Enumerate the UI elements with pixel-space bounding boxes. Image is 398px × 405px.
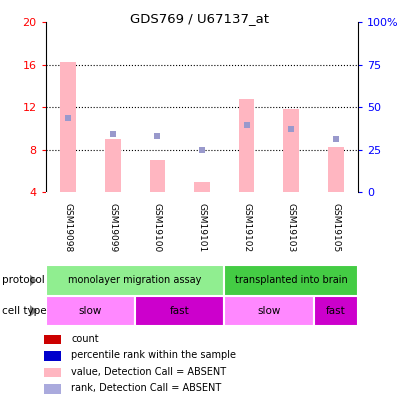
Text: cell type: cell type <box>2 306 47 316</box>
Text: fast: fast <box>326 306 346 316</box>
Bar <box>135 296 224 326</box>
Text: GSM19100: GSM19100 <box>153 203 162 253</box>
Bar <box>283 109 299 192</box>
Bar <box>45 384 61 394</box>
Text: GSM19103: GSM19103 <box>287 203 296 253</box>
Text: GDS769 / U67137_at: GDS769 / U67137_at <box>129 12 269 25</box>
Bar <box>328 147 344 192</box>
Text: count: count <box>71 334 99 344</box>
Text: protocol: protocol <box>2 275 45 286</box>
Text: transplanted into brain: transplanted into brain <box>235 275 347 286</box>
Bar <box>46 265 224 296</box>
Text: value, Detection Call = ABSENT: value, Detection Call = ABSENT <box>71 367 226 377</box>
Text: GSM19102: GSM19102 <box>242 203 251 252</box>
Bar <box>224 265 358 296</box>
Bar <box>314 296 358 326</box>
Polygon shape <box>30 275 37 286</box>
Text: percentile rank within the sample: percentile rank within the sample <box>71 350 236 360</box>
Text: GSM19098: GSM19098 <box>64 203 72 253</box>
Bar <box>194 182 210 192</box>
Bar <box>45 368 61 377</box>
Bar <box>45 351 61 361</box>
Bar <box>45 335 61 344</box>
Text: rank, Detection Call = ABSENT: rank, Detection Call = ABSENT <box>71 384 221 393</box>
Polygon shape <box>30 305 37 317</box>
Bar <box>239 99 254 192</box>
Bar <box>60 62 76 192</box>
Text: GSM19101: GSM19101 <box>197 203 207 253</box>
Bar <box>224 296 314 326</box>
Text: monolayer migration assay: monolayer migration assay <box>68 275 202 286</box>
Text: GSM19099: GSM19099 <box>108 203 117 253</box>
Text: fast: fast <box>170 306 189 316</box>
Bar <box>105 139 121 192</box>
Bar <box>150 160 165 192</box>
Text: slow: slow <box>257 306 281 316</box>
Text: GSM19105: GSM19105 <box>332 203 340 253</box>
Bar <box>46 296 135 326</box>
Text: slow: slow <box>79 306 102 316</box>
